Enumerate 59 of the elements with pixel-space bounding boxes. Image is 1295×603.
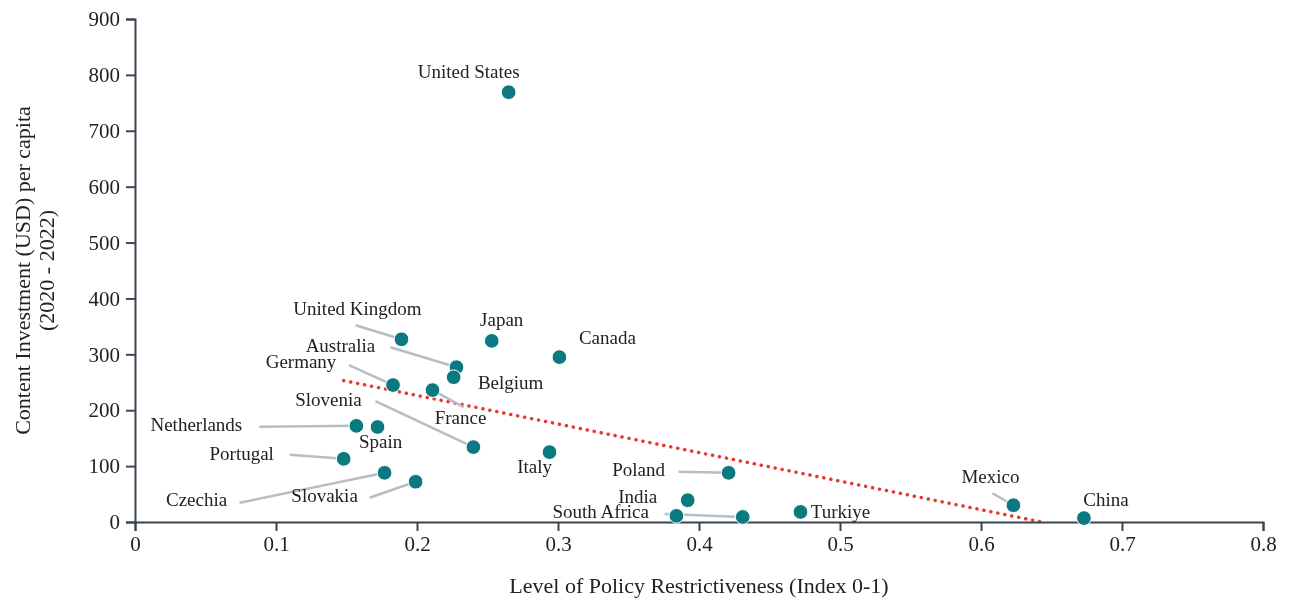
y-tick-label: 300 — [88, 342, 120, 367]
y-tick-label: 700 — [88, 119, 120, 143]
annotation: Czechia — [165, 489, 228, 511]
annotation: France — [434, 407, 487, 429]
x-tick-label: 0.6 — [968, 531, 995, 556]
annotation: Mexico — [961, 465, 1020, 487]
annotation: United States — [417, 60, 520, 82]
point — [1005, 497, 1022, 514]
y-tick-label: 200 — [88, 398, 120, 423]
point — [1076, 510, 1092, 526]
annotation: Slovenia — [295, 389, 363, 411]
annotation: Poland — [612, 459, 666, 481]
annotation: Canada — [578, 327, 637, 349]
annotation: Turkiye — [810, 501, 871, 523]
y-tick-label: 0 — [109, 510, 120, 535]
y-tick-label: 800 — [88, 63, 120, 88]
x-tick-label: 0.4 — [686, 531, 714, 556]
point — [369, 419, 386, 435]
point — [348, 418, 365, 434]
point — [385, 377, 401, 393]
x-axis-title: Level of Policy Restrictiveness (Index 0-1) — [509, 573, 889, 598]
x-tick-label: 0.8 — [1250, 531, 1277, 556]
y-tick-label: 900 — [88, 7, 120, 32]
x-tick-label: 0.1 — [263, 531, 290, 556]
point — [335, 451, 352, 467]
annotation: Spain — [358, 431, 403, 453]
point — [720, 464, 737, 481]
x-tick-label: 0.5 — [827, 531, 854, 556]
point — [679, 492, 696, 509]
annotation: Japan — [480, 309, 524, 331]
y-tick-label: 500 — [88, 230, 120, 255]
x-tick-label: 0 — [130, 531, 141, 556]
annotation: Italy — [517, 456, 553, 478]
point — [407, 473, 424, 490]
x-tick-label: 0.3 — [545, 531, 572, 556]
point — [445, 369, 462, 386]
annotation: China — [1083, 489, 1130, 511]
point — [393, 331, 410, 348]
annotation: Netherlands — [150, 414, 243, 436]
annotation: Portugal — [209, 443, 274, 465]
annotation: United Kingdom — [293, 297, 422, 319]
point — [500, 84, 517, 101]
y-tick-label: 100 — [88, 454, 120, 479]
point — [551, 349, 568, 365]
x-tick-label: 0.7 — [1109, 531, 1136, 556]
y-tick-label: 600 — [88, 174, 120, 199]
annotation: Slovakia — [291, 485, 359, 507]
point — [424, 382, 441, 398]
y-axis-title: Content Investment (USD) per capita (2020 - 2022) — [10, 105, 59, 435]
point — [483, 333, 500, 349]
point — [541, 444, 558, 460]
x-tick-label: 0.2 — [404, 531, 431, 556]
point — [734, 509, 751, 525]
point — [668, 508, 685, 524]
point — [792, 504, 809, 520]
point — [376, 464, 393, 481]
annotation: Belgium — [477, 371, 544, 393]
y-tick-label: 400 — [88, 286, 120, 311]
point — [465, 439, 482, 455]
